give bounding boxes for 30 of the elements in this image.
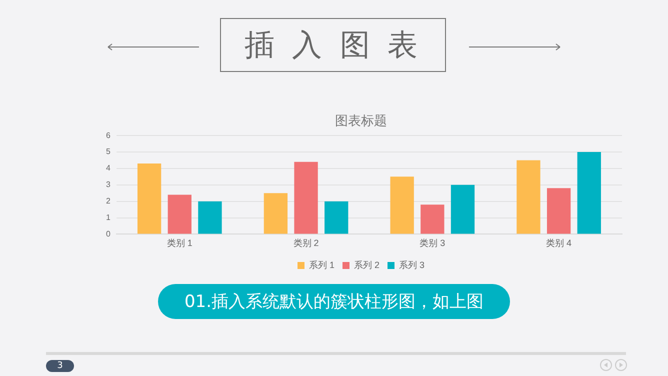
chart-subtitle: 图表标题 [335,114,387,130]
bar [168,194,192,234]
bar [577,152,601,234]
bar [450,184,475,234]
bar [324,201,348,234]
y-tick-label: 4 [106,164,111,173]
x-tick-label: 类别 2 [293,238,319,248]
x-tick-label: 类别 4 [546,238,572,248]
chart-title: 插 入 图 表 [220,18,446,72]
legend-label: 系列 2 [354,260,380,270]
bar [294,162,318,234]
text: 01.插入系统默认的簇状柱形图，如上图 [158,284,510,319]
y-tick-label: 3 [106,180,111,190]
bar [198,201,222,234]
x-tick-label: 类别 3 [420,238,446,248]
y-tick-label: 0 [106,229,111,238]
legend-label: 系列 3 [399,260,425,270]
y-tick-label: 2 [106,196,111,206]
x-tick-label: 类别 1 [166,238,192,248]
bar [137,164,162,234]
legend-label: 系列 1 [308,260,335,270]
y-tick-label: 1 [106,212,111,222]
text: 3 [46,360,74,372]
bar [390,176,414,234]
y-tick-label: 5 [106,147,111,156]
bar [264,193,288,234]
bar [516,160,540,234]
bar [420,204,444,234]
bar [546,188,571,234]
y-tick-label: 6 [106,130,111,140]
